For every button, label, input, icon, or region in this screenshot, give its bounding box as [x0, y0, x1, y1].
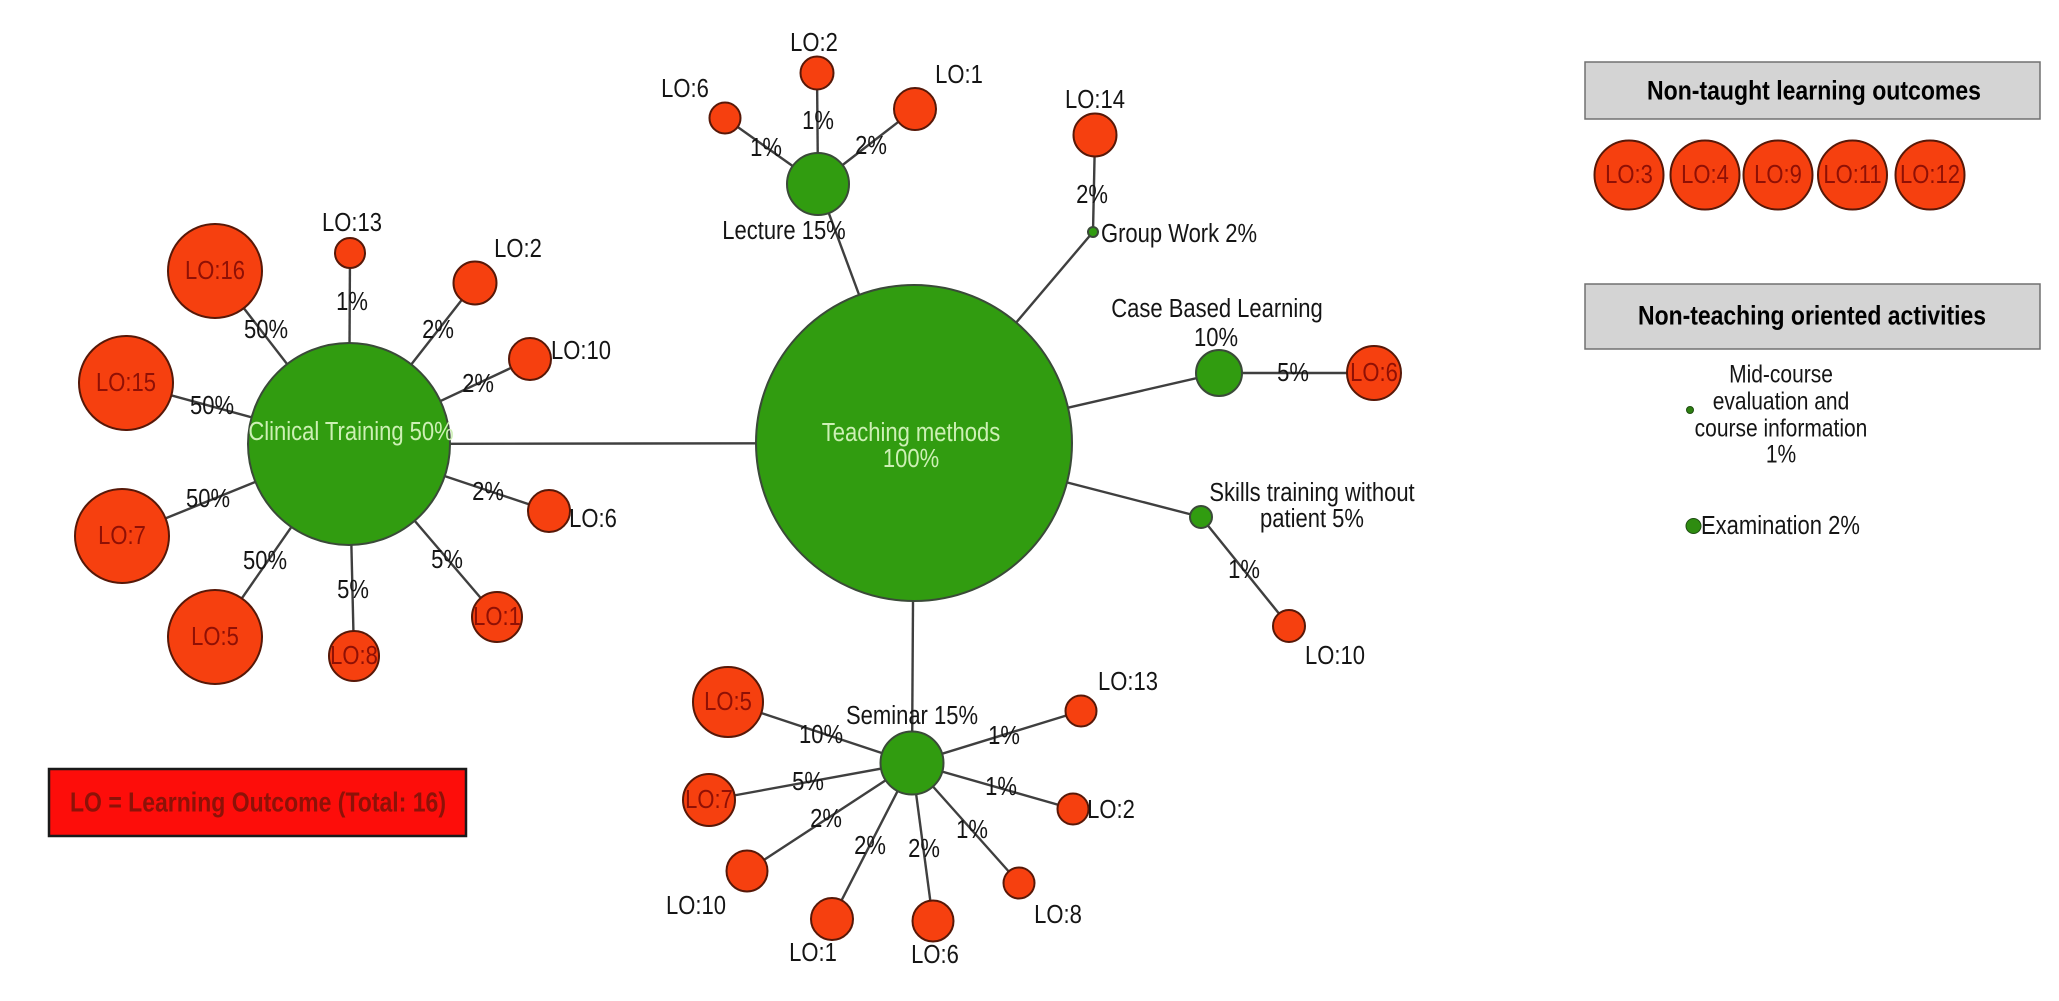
svg-text:2%: 2%	[855, 131, 887, 160]
svg-text:Skills training without: Skills training without	[1209, 478, 1415, 507]
svg-text:2%: 2%	[1076, 180, 1108, 209]
svg-text:5%: 5%	[792, 767, 824, 796]
svg-text:LO = Learning Outcome (Total:: LO = Learning Outcome (Total: 16)	[70, 788, 446, 818]
svg-text:LO:14: LO:14	[1065, 85, 1125, 114]
svg-text:1%: 1%	[802, 106, 834, 135]
svg-text:LO:6: LO:6	[661, 74, 709, 103]
svg-text:LO:3: LO:3	[1605, 160, 1653, 189]
svg-text:1%: 1%	[1766, 440, 1796, 468]
svg-text:LO:2: LO:2	[494, 234, 542, 263]
svg-text:LO:2: LO:2	[1087, 795, 1135, 824]
svg-text:LO:16: LO:16	[185, 256, 245, 285]
svg-text:5%: 5%	[337, 575, 369, 604]
svg-text:Case Based Learning: Case Based Learning	[1111, 294, 1322, 323]
svg-text:evaluation and: evaluation and	[1713, 387, 1850, 415]
svg-text:1%: 1%	[750, 133, 782, 162]
svg-text:2%: 2%	[810, 804, 842, 833]
svg-text:LO:1: LO:1	[789, 938, 837, 967]
svg-text:Teaching methods: Teaching methods	[822, 418, 1000, 447]
svg-text:LO:6: LO:6	[569, 504, 617, 533]
svg-text:Clinical Training 50%: Clinical Training 50%	[248, 417, 453, 446]
svg-text:5%: 5%	[1277, 358, 1309, 387]
svg-text:LO:6: LO:6	[911, 940, 959, 969]
svg-text:LO:7: LO:7	[98, 521, 146, 550]
svg-text:LO:15: LO:15	[96, 368, 156, 397]
svg-text:2%: 2%	[472, 477, 504, 506]
svg-text:2%: 2%	[854, 831, 886, 860]
svg-text:1%: 1%	[985, 772, 1017, 801]
svg-text:10%: 10%	[799, 720, 843, 749]
svg-text:100%: 100%	[883, 444, 939, 473]
svg-text:2%: 2%	[422, 315, 454, 344]
svg-text:LO:9: LO:9	[1754, 160, 1802, 189]
svg-text:LO:13: LO:13	[1098, 667, 1158, 696]
svg-text:Non-taught learning outcomes: Non-taught learning outcomes	[1647, 76, 1981, 106]
svg-text:LO:8: LO:8	[1034, 900, 1082, 929]
svg-text:course information: course information	[1695, 414, 1868, 442]
svg-text:1%: 1%	[956, 815, 988, 844]
svg-text:LO:4: LO:4	[1681, 160, 1729, 189]
svg-text:LO:13: LO:13	[322, 208, 382, 237]
svg-text:LO:12: LO:12	[1900, 160, 1960, 189]
svg-text:5%: 5%	[431, 545, 463, 574]
svg-text:LO:2: LO:2	[790, 28, 838, 57]
svg-text:1%: 1%	[336, 287, 368, 316]
svg-text:LO:5: LO:5	[704, 687, 752, 716]
svg-text:Non-teaching oriented activiti: Non-teaching oriented activities	[1638, 301, 1986, 331]
svg-text:50%: 50%	[190, 391, 234, 420]
svg-text:1%: 1%	[988, 721, 1020, 750]
svg-text:LO:10: LO:10	[1305, 641, 1365, 670]
svg-text:50%: 50%	[244, 315, 288, 344]
svg-text:Mid-course: Mid-course	[1729, 360, 1833, 388]
svg-text:Lecture 15%: Lecture 15%	[722, 216, 845, 245]
svg-text:LO:8: LO:8	[330, 641, 378, 670]
svg-text:LO:11: LO:11	[1823, 160, 1881, 189]
svg-text:LO:5: LO:5	[191, 622, 239, 651]
svg-text:LO:7: LO:7	[685, 785, 733, 814]
svg-text:Examination 2%: Examination 2%	[1701, 511, 1860, 540]
svg-text:50%: 50%	[243, 546, 287, 575]
svg-text:1%: 1%	[1228, 555, 1260, 584]
svg-text:10%: 10%	[1194, 323, 1238, 352]
svg-text:LO:10: LO:10	[666, 891, 726, 920]
svg-text:LO:10: LO:10	[551, 336, 611, 365]
svg-text:2%: 2%	[908, 834, 940, 863]
svg-text:2%: 2%	[462, 369, 494, 398]
svg-text:patient 5%: patient 5%	[1260, 504, 1364, 533]
svg-text:Seminar 15%: Seminar 15%	[846, 701, 978, 730]
svg-text:LO:1: LO:1	[935, 60, 983, 89]
svg-text:50%: 50%	[186, 484, 230, 513]
svg-text:LO:6: LO:6	[1350, 358, 1398, 387]
svg-text:LO:1: LO:1	[473, 602, 521, 631]
svg-text:Group Work 2%: Group Work 2%	[1101, 219, 1257, 248]
